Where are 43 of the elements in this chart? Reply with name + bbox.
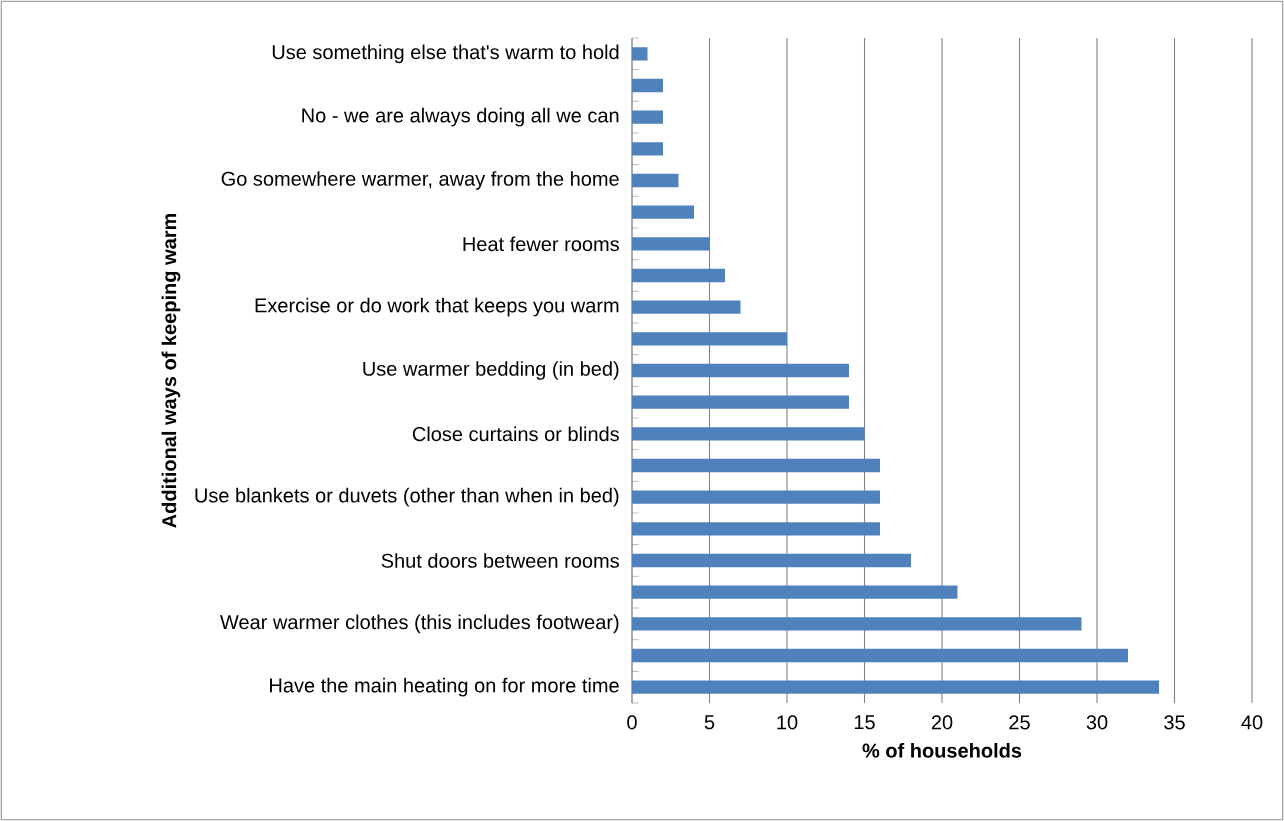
x-tick-label: 20 [931,715,953,730]
y-tick-label: Have the main heating on for more time [270,677,619,697]
x-tick-label: 10 [777,715,798,730]
bar [632,680,1160,694]
x-tick-label: 15 [854,715,875,730]
bar [632,490,880,504]
y-tick-label: Use something else that's warm to hold [272,44,619,64]
y-tick-label: Exercise or do work that keeps you warm [255,297,619,317]
bar [632,553,911,568]
bar [632,332,787,346]
bar [632,173,679,188]
x-tick-label: 0 [627,715,637,730]
bar [632,142,663,156]
bar [632,458,880,473]
bar [632,617,1082,631]
y-tick-label: No - we are always doing all we can [302,107,619,127]
bar [632,363,850,378]
y-tick-label: Use warmer bedding (in bed) [363,361,619,380]
bar [632,268,726,283]
x-tick-label: 35 [1164,715,1185,730]
y-tick-label: Go somewhere warmer, away from the home [221,171,619,190]
y-tick-label: Close curtains or blinds [412,426,619,442]
bar [632,522,880,536]
bar [632,395,850,409]
x-tick-label: 40 [1241,715,1263,730]
y-axis-title: Additional ways of keeping warm [161,213,181,528]
y-tick-label: Shut doors between rooms [381,553,619,568]
x-axis-title: % of households [862,743,1022,758]
bar [632,648,1129,663]
y-tick-label: Use blankets or duvets (other than when in bed) [195,487,619,507]
y-tick-label: Wear warmer clothes (this includes footwear) [220,614,619,634]
bar [632,47,648,61]
bar [632,78,663,93]
bar [632,585,958,599]
bar [632,300,741,314]
y-tick-label: Heat fewer rooms [463,236,619,252]
bar [632,427,865,441]
x-tick-label: 5 [704,715,715,730]
bar [632,110,663,124]
x-tick-label: 30 [1086,715,1108,730]
x-tick-label: 25 [1009,715,1030,730]
bar [632,205,695,219]
bar [632,237,710,251]
